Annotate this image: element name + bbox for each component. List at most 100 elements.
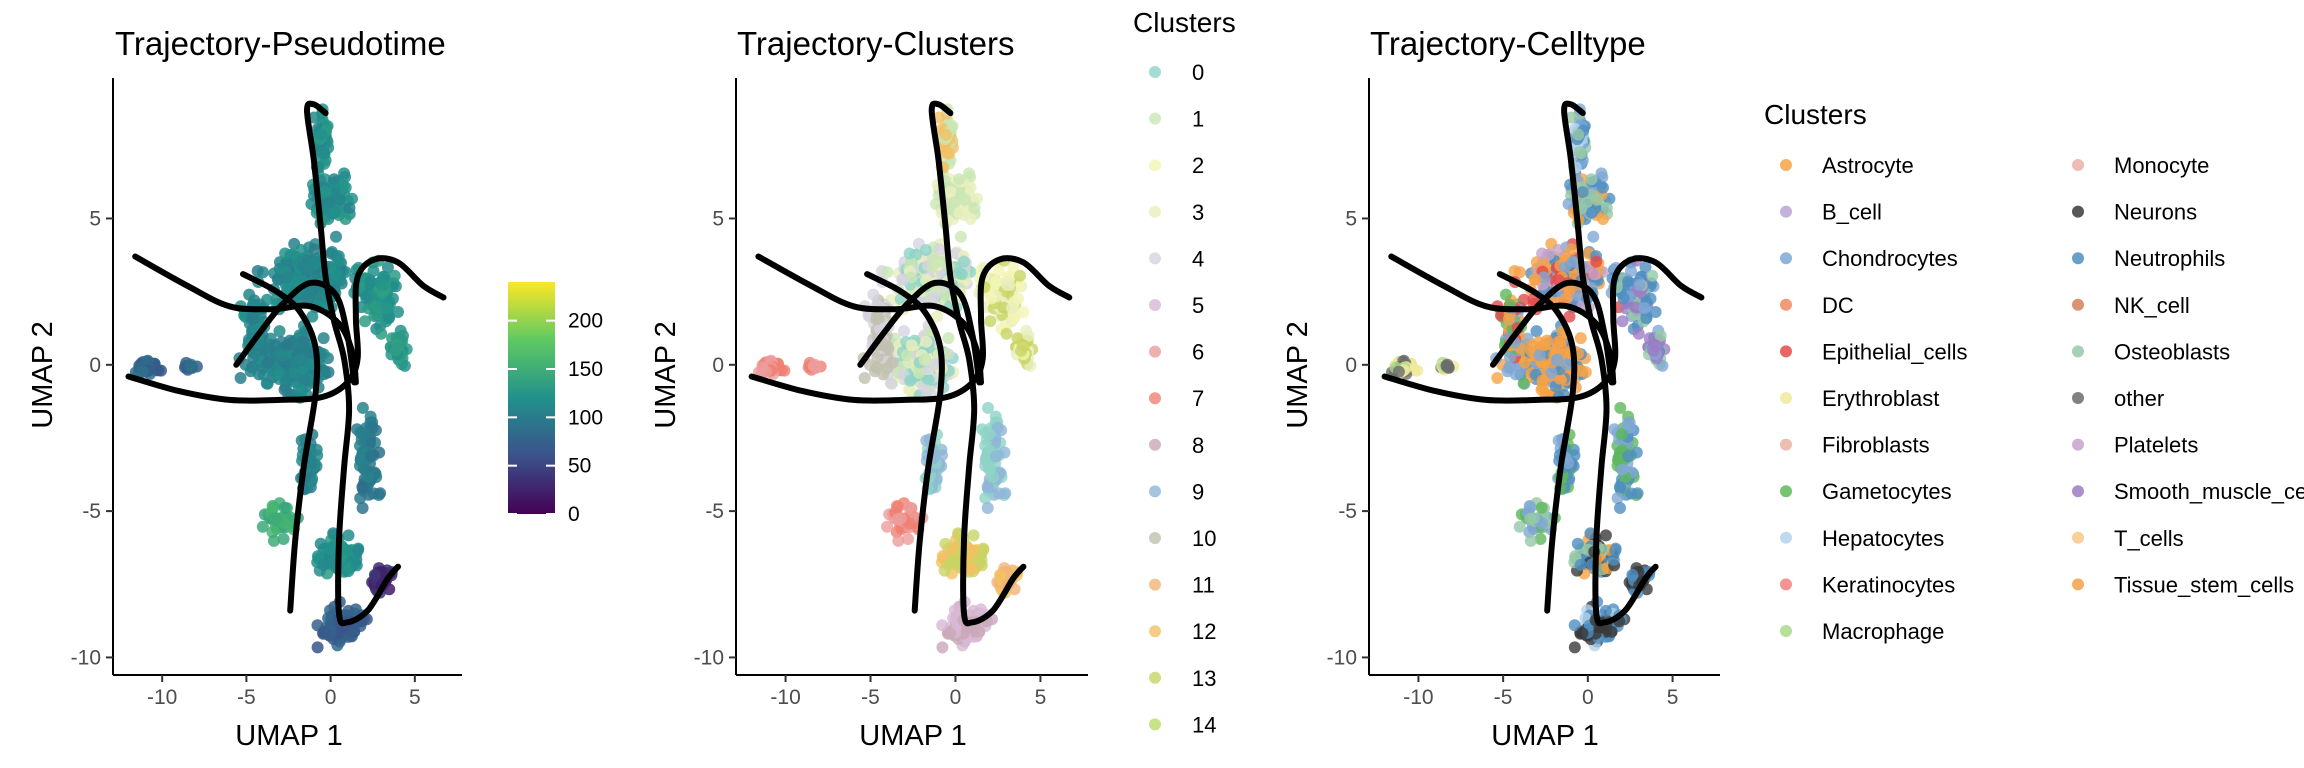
data-point <box>968 202 981 214</box>
legend-swatch <box>1780 252 1792 265</box>
legend-swatch <box>1149 345 1161 358</box>
data-point <box>356 480 369 493</box>
axes: -10 -5 0 5 -10 -5 0 5 <box>694 78 1088 709</box>
data-point <box>331 268 343 281</box>
data-point <box>359 315 371 328</box>
data-point <box>1629 301 1642 314</box>
data-point <box>858 372 871 384</box>
trajectory-curve <box>233 279 358 386</box>
data-point <box>1017 306 1030 318</box>
x-axis-label: UMAP 1 <box>859 720 966 752</box>
legend-label: other <box>2114 386 2164 411</box>
legend-swatch <box>1149 252 1161 265</box>
trajectory-curve <box>857 279 983 386</box>
data-point <box>955 268 968 281</box>
data-point <box>1654 329 1667 342</box>
data-point <box>375 278 388 291</box>
data-point <box>1533 349 1546 362</box>
legend-swatch <box>1149 438 1161 451</box>
legend-swatch <box>2072 578 2084 591</box>
data-point <box>1572 128 1585 141</box>
data-point <box>342 604 355 617</box>
legend-swatch <box>1780 578 1792 591</box>
data-point <box>936 641 949 654</box>
data-point <box>314 537 327 550</box>
data-point <box>871 351 884 364</box>
legend-label: Platelets <box>2114 433 2198 458</box>
data-point <box>256 520 269 533</box>
data-point <box>1613 480 1626 493</box>
legend-label: Chondrocytes <box>1822 246 1958 271</box>
data-point <box>348 625 361 638</box>
data-point <box>1502 313 1515 326</box>
data-point <box>977 544 990 556</box>
data-point <box>1000 327 1013 340</box>
data-point <box>1566 255 1579 268</box>
data-point <box>931 310 943 323</box>
data-point <box>927 292 940 305</box>
data-point <box>1616 463 1629 476</box>
legend-label: Gametocytes <box>1822 479 1952 504</box>
panel-title: Trajectory-Clusters <box>737 25 1015 62</box>
data-point <box>382 312 395 325</box>
data-point <box>1649 306 1662 318</box>
data-point <box>1590 255 1603 268</box>
data-point <box>1597 181 1609 194</box>
data-point <box>1591 193 1604 206</box>
data-point <box>942 558 955 571</box>
data-point <box>1529 273 1542 286</box>
y-tick-label: 5 <box>89 207 101 230</box>
legend-label: 0 <box>1192 60 1204 85</box>
axes: -10 -5 0 5 -10 -5 0 5 <box>71 78 462 709</box>
legend-label: 11 <box>1192 573 1215 598</box>
data-point <box>1006 302 1018 315</box>
legend-label: 14 <box>1192 712 1216 737</box>
trajectory-curve <box>125 255 447 404</box>
legend-swatch <box>1780 345 1792 358</box>
data-point <box>309 255 322 268</box>
legend-swatch <box>1780 159 1792 171</box>
data-point <box>1646 269 1659 282</box>
data-point <box>234 372 247 384</box>
data-point <box>1022 329 1035 342</box>
data-point <box>973 625 986 638</box>
data-point <box>350 553 363 566</box>
data-point <box>1599 529 1612 542</box>
trajectory-curve <box>748 255 1073 404</box>
data-point <box>272 273 285 286</box>
data-point <box>967 529 980 542</box>
data-point <box>1650 340 1663 353</box>
legend-swatch <box>1149 532 1161 544</box>
data-point <box>276 349 289 362</box>
data-point <box>1563 310 1576 323</box>
trajectory-curve <box>864 271 945 614</box>
colorbar-tick-label: 0 <box>568 503 580 526</box>
data-point <box>136 365 149 378</box>
data-point <box>1574 332 1587 345</box>
data-point <box>303 292 316 305</box>
y-tick-label: 5 <box>712 207 724 230</box>
data-point <box>867 288 880 301</box>
data-point <box>277 533 290 545</box>
data-point <box>991 421 1004 434</box>
data-point <box>244 365 257 378</box>
legend-swatch <box>1149 299 1161 311</box>
data-point <box>892 534 905 547</box>
data-point <box>1584 527 1597 540</box>
data-point <box>352 544 365 556</box>
data-point <box>920 335 933 348</box>
data-point <box>984 463 996 476</box>
data-point <box>997 301 1010 314</box>
data-point <box>278 501 291 514</box>
data-point <box>1392 365 1405 378</box>
data-point <box>808 360 821 373</box>
legend-label: Neutrophils <box>2114 246 2225 271</box>
data-point <box>1588 268 1601 281</box>
data-point <box>1595 167 1608 180</box>
data-point <box>342 529 355 542</box>
data-point <box>1561 358 1573 371</box>
trajectory-curve <box>1496 271 1578 614</box>
data-point <box>317 332 330 345</box>
data-point <box>312 550 324 563</box>
legend-label: T_cells <box>2114 526 2184 551</box>
